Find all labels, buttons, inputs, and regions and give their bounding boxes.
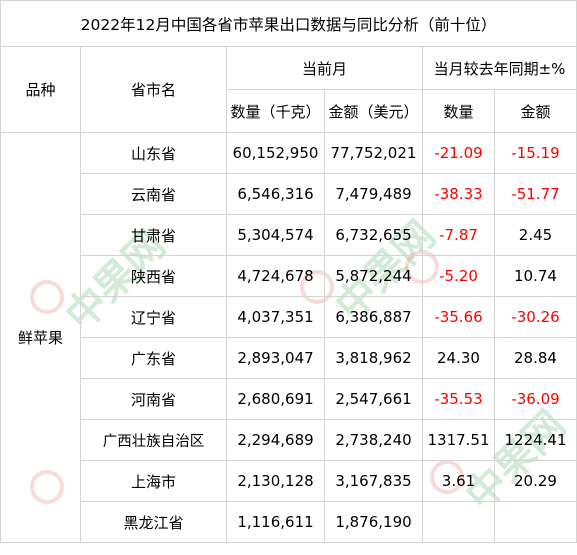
amount-yoy-cell: 10.74 bbox=[494, 255, 577, 297]
qty-cell: 60,152,950 bbox=[226, 132, 325, 174]
table-row: 陕西省 4,724,678 5,872,244 -5.20 10.74 bbox=[1, 255, 577, 297]
province-cell: 甘肃省 bbox=[80, 214, 227, 256]
qty-yoy-cell: 3.61 bbox=[422, 460, 495, 502]
amount-yoy-cell: -51.77 bbox=[494, 173, 577, 215]
province-cell: 云南省 bbox=[80, 173, 227, 215]
table-row: 辽宁省 4,037,351 6,386,887 -35.66 -30.26 bbox=[1, 296, 577, 338]
qty-cell: 2,680,691 bbox=[226, 378, 325, 420]
amount-cell: 1,876,190 bbox=[324, 501, 423, 543]
amount-yoy-cell: 28.84 bbox=[494, 337, 577, 379]
amount-cell: 5,872,244 bbox=[324, 255, 423, 297]
header-current-month: 当前月 bbox=[226, 46, 423, 90]
qty-cell: 4,037,351 bbox=[226, 296, 325, 338]
table-title: 2022年12月中国各省市苹果出口数据与同比分析（前十位） bbox=[0, 0, 577, 47]
amount-yoy-cell: -30.26 bbox=[494, 296, 577, 338]
header-qty-kg: 数量（千克） bbox=[226, 89, 325, 133]
table-row: 鲜苹果 山东省 60,152,950 77,752,021 -21.09 -15.19 bbox=[0, 132, 577, 543]
header-amount-usd: 金额（美元） bbox=[324, 89, 423, 133]
amount-cell: 3,167,835 bbox=[324, 460, 423, 502]
header-province: 省市名 bbox=[80, 46, 227, 133]
qty-cell: 2,893,047 bbox=[226, 337, 325, 379]
qty-yoy-cell: 1317.51 bbox=[422, 419, 495, 461]
qty-cell: 6,546,316 bbox=[226, 173, 325, 215]
province-cell: 广东省 bbox=[80, 337, 227, 379]
province-cell: 黑龙江省 bbox=[80, 501, 227, 543]
province-cell: 河南省 bbox=[80, 378, 227, 420]
qty-yoy-cell: -7.87 bbox=[422, 214, 495, 256]
qty-yoy-cell: -5.20 bbox=[422, 255, 495, 297]
amount-cell: 77,752,021 bbox=[324, 132, 423, 174]
amount-cell: 2,547,661 bbox=[324, 378, 423, 420]
amount-cell: 6,732,655 bbox=[324, 214, 423, 256]
table-row: 广西壮族自治区 2,294,689 2,738,240 1317.51 1224.41 bbox=[1, 419, 577, 461]
apple-export-table: 2022年12月中国各省市苹果出口数据与同比分析（前十位） 品种 省市名 当前月… bbox=[0, 0, 577, 543]
table-row: 黑龙江省 1,116,611 1,876,190 bbox=[1, 501, 577, 543]
header-yoy: 当月较去年同期±% bbox=[422, 46, 577, 90]
province-cell: 辽宁省 bbox=[80, 296, 227, 338]
province-cell: 山东省 bbox=[80, 132, 227, 174]
header-qty: 数量 bbox=[422, 89, 495, 133]
variety-cell: 鲜苹果 bbox=[0, 132, 81, 543]
header-variety: 品种 bbox=[0, 46, 81, 133]
amount-yoy-cell: 20.29 bbox=[494, 460, 577, 502]
table-row: 河南省 2,680,691 2,547,661 -35.53 -36.09 bbox=[1, 378, 577, 420]
amount-yoy-cell bbox=[494, 501, 577, 543]
province-cell: 广西壮族自治区 bbox=[80, 419, 227, 461]
table-row: 上海市 2,130,128 3,167,835 3.61 20.29 bbox=[1, 460, 577, 502]
qty-cell: 2,294,689 bbox=[226, 419, 325, 461]
amount-yoy-cell: 2.45 bbox=[494, 214, 577, 256]
amount-cell: 6,386,887 bbox=[324, 296, 423, 338]
table-row: 广东省 2,893,047 3,818,962 24.30 28.84 bbox=[1, 337, 577, 379]
qty-yoy-cell: -35.66 bbox=[422, 296, 495, 338]
province-cell: 陕西省 bbox=[80, 255, 227, 297]
header-amount: 金额 bbox=[494, 89, 577, 133]
province-cell: 上海市 bbox=[80, 460, 227, 502]
qty-yoy-cell: -35.53 bbox=[422, 378, 495, 420]
amount-cell: 2,738,240 bbox=[324, 419, 423, 461]
amount-yoy-cell: -15.19 bbox=[494, 132, 577, 174]
qty-cell: 2,130,128 bbox=[226, 460, 325, 502]
amount-yoy-cell: 1224.41 bbox=[494, 419, 577, 461]
qty-cell: 4,724,678 bbox=[226, 255, 325, 297]
amount-cell: 7,479,489 bbox=[324, 173, 423, 215]
amount-cell: 3,818,962 bbox=[324, 337, 423, 379]
qty-yoy-cell: -21.09 bbox=[422, 132, 495, 174]
qty-cell: 1,116,611 bbox=[226, 501, 325, 543]
qty-cell: 5,304,574 bbox=[226, 214, 325, 256]
amount-yoy-cell: -36.09 bbox=[494, 378, 577, 420]
table-row: 甘肃省 5,304,574 6,732,655 -7.87 2.45 bbox=[1, 214, 577, 256]
table-row: 云南省 6,546,316 7,479,489 -38.33 -51.77 bbox=[1, 173, 577, 215]
qty-yoy-cell bbox=[422, 501, 495, 543]
qty-yoy-cell: 24.30 bbox=[422, 337, 495, 379]
qty-yoy-cell: -38.33 bbox=[422, 173, 495, 215]
